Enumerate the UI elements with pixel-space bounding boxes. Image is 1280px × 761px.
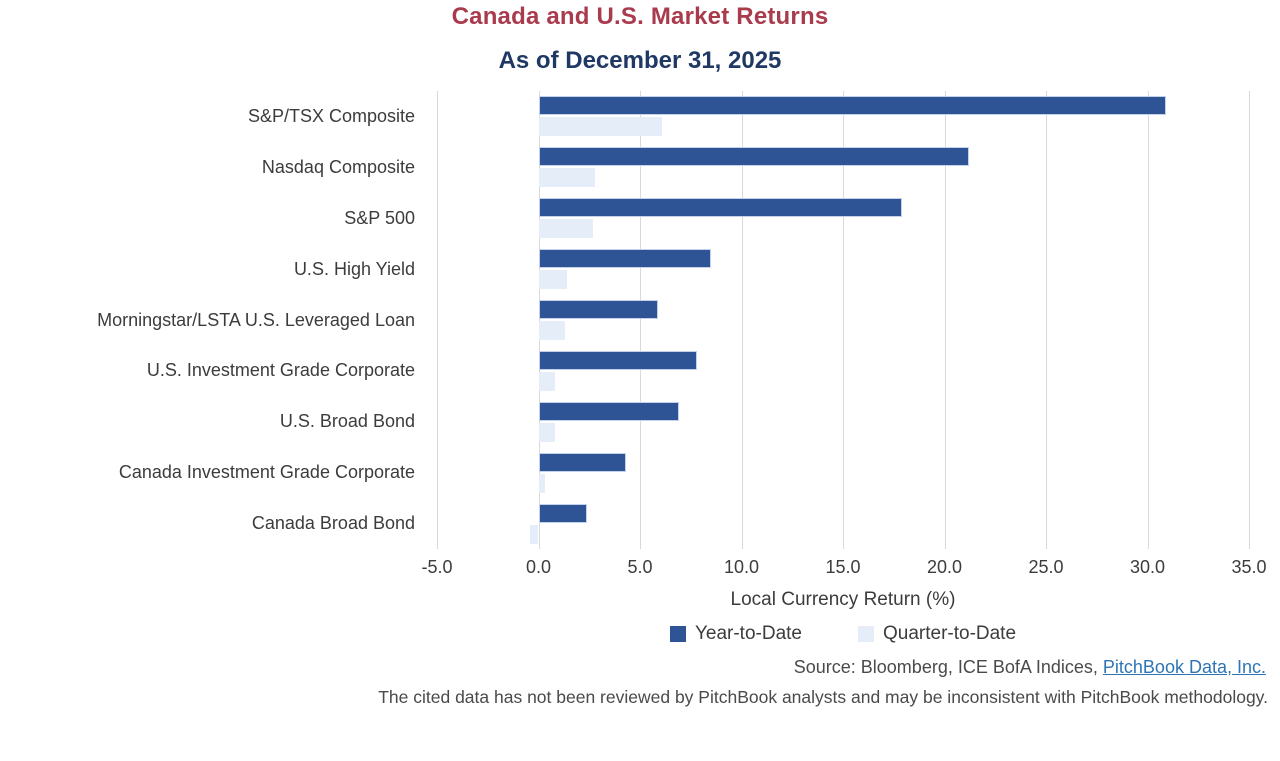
bar-chart: S&P/TSX Composite Nasdaq Composite S&P 500… <box>0 91 1280 549</box>
x-tick-label: 35.0 <box>1231 557 1267 577</box>
x-tick-label: -5.0 <box>421 557 453 577</box>
bar-row <box>437 498 1249 549</box>
category-label: U.S. Investment Grade Corporate <box>146 360 415 381</box>
quarter-to-date-bar <box>538 168 596 188</box>
plot-area <box>437 91 1250 549</box>
category-label: Morningstar/LSTA U.S. Leveraged Loan <box>97 309 415 330</box>
quarter-to-date-bar <box>538 473 545 493</box>
year-to-date-bar <box>538 249 712 269</box>
category-label: Canada Investment Grade Corporate <box>118 462 415 483</box>
quarter-to-date-bar <box>538 117 663 137</box>
year-to-date-bar <box>538 401 679 421</box>
gridline <box>944 91 946 549</box>
x-axis-spacer <box>0 549 437 583</box>
x-axis-title: Local Currency Return (%) <box>730 589 956 610</box>
year-to-date-bar <box>538 147 969 167</box>
x-tick-label: 15.0 <box>825 557 861 577</box>
year-to-date-bar <box>538 198 902 218</box>
source-link[interactable]: PitchBook Data, Inc. <box>1102 657 1266 677</box>
gridline <box>1249 91 1250 549</box>
bar-row <box>437 295 1249 346</box>
quarter-to-date-bar <box>538 422 555 442</box>
chart-subtitle: As of December 31, 2025 <box>498 47 782 74</box>
bar-row <box>437 396 1249 447</box>
year-to-date-bar <box>538 350 697 370</box>
bar-row <box>437 447 1249 498</box>
disclaimer-text: The cited data has not been reviewed by … <box>378 687 1268 707</box>
legend-label-quarter-to-date: Quarter-to-Date <box>882 623 1017 644</box>
x-tick-label: 30.0 <box>1129 557 1166 577</box>
category-label: Canada Broad Bond <box>251 513 415 534</box>
year-to-date-bar <box>538 452 626 472</box>
year-to-date-bar <box>538 503 588 523</box>
x-axis: -5.0 0.0 5.0 10.0 15.0 20.0 25.0 30.0 35.0 <box>0 549 1280 583</box>
gridline <box>1147 91 1149 549</box>
x-tick-label: 5.0 <box>627 557 653 577</box>
gridline <box>538 91 540 549</box>
gridline <box>741 91 743 549</box>
category-label: S&P 500 <box>344 207 415 228</box>
source-line: Source: Bloomberg, ICE BofA Indices, Pit… <box>0 657 1280 678</box>
bar-rows <box>437 91 1249 549</box>
gridline <box>1046 91 1047 549</box>
year-to-date-bar <box>538 300 659 319</box>
gridline <box>640 91 641 549</box>
bar-row <box>437 193 1249 244</box>
category-label: U.S. High Yield <box>293 258 415 279</box>
quarter-to-date-bar <box>530 524 539 544</box>
x-tick-label: 0.0 <box>525 557 552 577</box>
x-tick-label: 10.0 <box>723 557 760 577</box>
quarter-to-date-bar <box>538 371 555 391</box>
quarter-to-date-bar <box>538 270 567 290</box>
legend-item-quarter-to-date: Quarter-to-Date <box>857 623 1017 645</box>
x-tick-label: 25.0 <box>1028 557 1064 577</box>
category-label: S&P/TSX Composite <box>247 105 415 126</box>
x-tick-label: 20.0 <box>926 557 963 577</box>
legend-item-year-to-date: Year-to-Date <box>669 623 802 645</box>
source-text: Source: Bloomberg, ICE BofA Indices, <box>793 657 1103 677</box>
legend: Year-to-Date Quarter-to-Date <box>437 623 1249 645</box>
category-label: Nasdaq Composite <box>261 156 415 177</box>
bar-row <box>437 244 1249 295</box>
quarter-to-date-bar <box>538 219 594 239</box>
year-to-date-bar <box>538 96 1166 116</box>
category-label: U.S. Broad Bond <box>279 411 415 432</box>
quarter-to-date-bar <box>538 321 565 340</box>
bar-row <box>437 91 1249 142</box>
legend-swatch-year-to-date <box>669 626 686 642</box>
category-axis: S&P/TSX Composite Nasdaq Composite S&P 500… <box>0 91 437 549</box>
chart-title: Canada and U.S. Market Returns <box>451 3 829 30</box>
gridline <box>843 91 844 549</box>
gridline <box>437 91 438 549</box>
x-tick-labels: -5.0 0.0 5.0 10.0 15.0 20.0 25.0 30.0 35.0 <box>421 549 1266 583</box>
bar-row <box>437 345 1249 396</box>
bar-row <box>437 142 1249 193</box>
legend-label-year-to-date: Year-to-Date <box>694 623 802 644</box>
legend-swatch-quarter-to-date <box>857 626 874 642</box>
